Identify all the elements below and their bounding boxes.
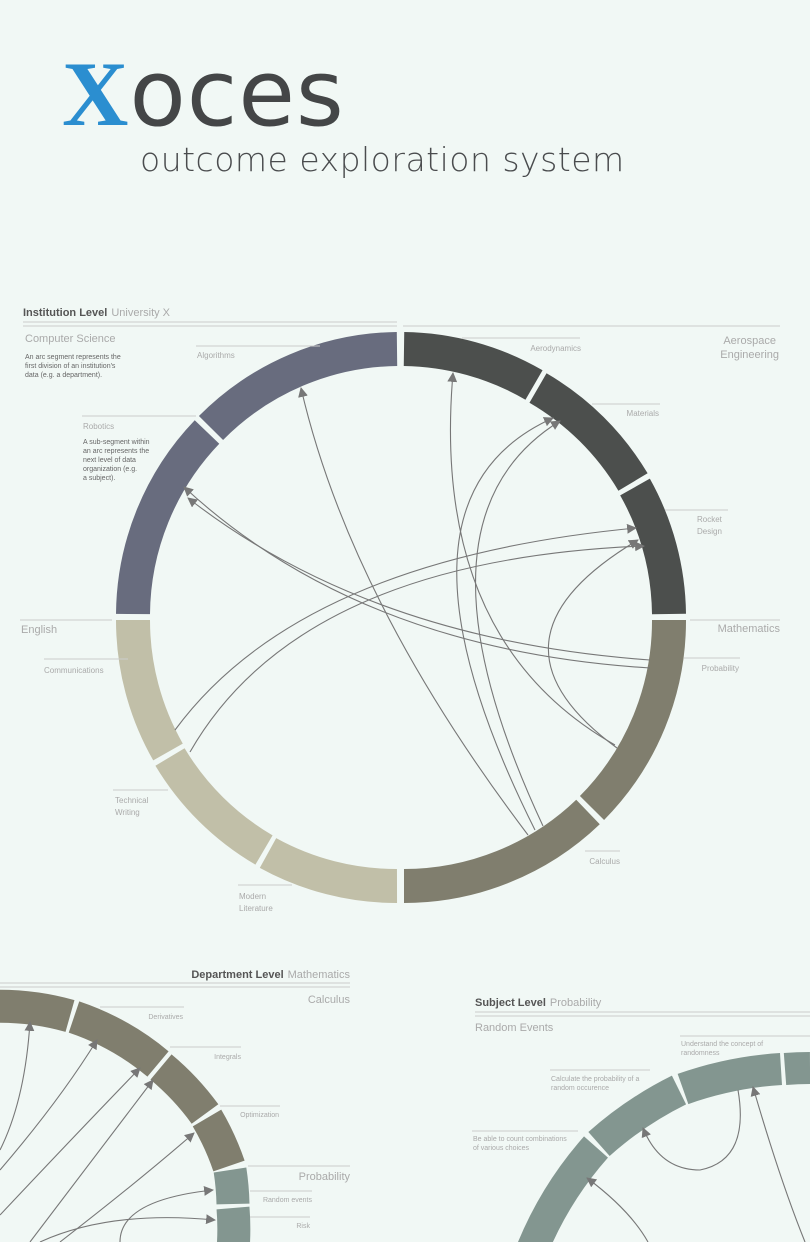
arc-count-combinations[interactable] <box>518 1136 609 1242</box>
department-ring <box>0 989 251 1242</box>
label-materials: Materials <box>627 409 659 418</box>
arc-derivatives[interactable] <box>68 1001 169 1077</box>
institution-heading: Institution Level University X <box>23 307 171 319</box>
label-modern-literature: Modern Literature <box>239 892 273 913</box>
arc-rocket-design[interactable] <box>620 478 686 615</box>
label-random-events: Random events <box>263 1197 313 1204</box>
label-calculate-probability: Calculate the probability of a random oc… <box>551 1076 641 1092</box>
label-derivatives: Derivatives <box>148 1014 183 1021</box>
label-count-combinations: Be able to count combinations of various… <box>473 1136 569 1152</box>
label-mathematics: Mathematics <box>718 623 781 635</box>
arc-probability[interactable] <box>579 619 687 820</box>
institution-section: Institution Level University X <box>20 307 780 913</box>
label-aerodynamics: Aerodynamics <box>530 344 581 353</box>
arc-risk[interactable] <box>216 1206 251 1242</box>
arc-modern-literature[interactable] <box>259 837 398 904</box>
label-computer-science: Computer Science <box>25 333 116 345</box>
department-heading: Department Level Mathematics <box>191 969 350 981</box>
label-random-events-subject: Random Events <box>475 1022 554 1034</box>
label-optimization: Optimization <box>240 1112 279 1119</box>
label-robotics: Robotics <box>83 422 114 431</box>
subject-section: Subject Level Probability Random Events U… <box>472 997 810 1242</box>
institution-labels: Computer Science An arc segment represen… <box>20 333 780 913</box>
subject-links <box>586 1086 806 1242</box>
label-communications: Communications <box>44 666 104 675</box>
subject-ring <box>518 1052 810 1242</box>
department-links <box>0 1021 216 1242</box>
label-probability: Probability <box>702 664 739 673</box>
institution-links <box>174 372 651 836</box>
label-aerospace-engineering: Aerospace Engineering <box>720 335 779 361</box>
logo-x: X <box>62 43 130 145</box>
department-section: Department Level Mathematics Calculus Der… <box>0 969 350 1242</box>
arc-materials[interactable] <box>529 373 648 491</box>
arc-randomness[interactable] <box>677 1053 783 1105</box>
subject-heading: Subject Level Probability <box>475 997 602 1009</box>
arc-random-events[interactable] <box>213 1167 250 1205</box>
tagline: outcome exploration system <box>140 140 625 179</box>
label-rocket-design: Rocket Design <box>697 515 724 536</box>
arc-technical-writing[interactable] <box>155 748 273 865</box>
arc-communications[interactable] <box>115 619 183 761</box>
arc-probability-occurence[interactable] <box>588 1075 687 1157</box>
label-calculus: Calculus <box>589 857 620 866</box>
institution-ring <box>115 332 687 904</box>
label-algorithms: Algorithms <box>197 351 235 360</box>
logo: Xoces <box>62 48 345 141</box>
label-english: English <box>21 624 57 636</box>
label-integrals: Integrals <box>214 1054 241 1061</box>
subject-labels: Understand the concept of randomness Cal… <box>472 1035 810 1152</box>
arc-note: An arc segment represents the first divi… <box>25 354 123 379</box>
logo-name: oces <box>129 40 345 147</box>
arc-integrals[interactable] <box>150 1054 219 1124</box>
label-dept-calculus: Calculus <box>308 994 351 1006</box>
arc-calculus[interactable] <box>403 799 600 903</box>
label-risk: Risk <box>296 1223 310 1230</box>
arc-aerodynamics[interactable] <box>403 332 543 400</box>
arc-algorithms[interactable] <box>198 332 398 441</box>
sub-segment-note: A sub-segment within an arc represents t… <box>83 439 152 482</box>
arc-robotics[interactable] <box>116 420 220 615</box>
label-concept-randomness: Understand the concept of randomness <box>681 1041 765 1057</box>
arc-subject-top[interactable] <box>783 1052 810 1085</box>
label-technical-writing: Technical Writing <box>115 796 151 817</box>
arc-optimization[interactable] <box>192 1109 245 1172</box>
department-labels: Derivatives Integrals Optimization Proba… <box>100 1006 351 1230</box>
label-dept-probability: Probability <box>299 1171 351 1183</box>
arc-dept-segment[interactable] <box>0 989 75 1032</box>
